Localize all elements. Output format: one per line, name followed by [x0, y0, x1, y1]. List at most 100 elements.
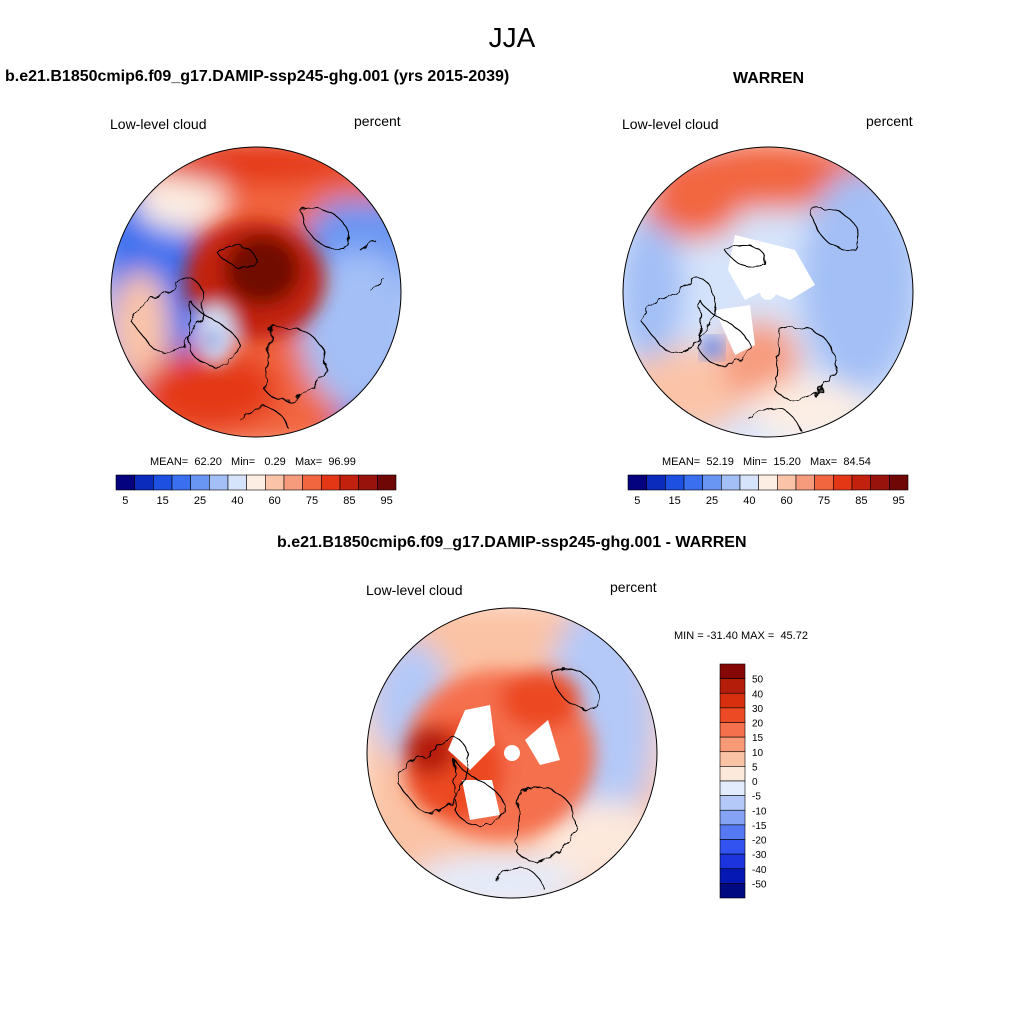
colorbar-tick-label: -40: [752, 865, 767, 876]
colorbar-swatch: [719, 824, 746, 840]
colorbar-swatch: [265, 474, 285, 491]
colorbar-tick-label: 50: [752, 675, 764, 686]
colorbar-tick-label: -30: [752, 850, 767, 861]
stats-model: MEAN= 62.20 Min= 0.29 Max= 96.99: [150, 456, 356, 468]
colorbar-tick-label: -50: [752, 879, 767, 890]
colorbar-swatch: [153, 474, 173, 491]
colorbar-tick-label: 75: [818, 495, 830, 507]
colorbar-swatch: [721, 474, 741, 491]
colorbar-swatch: [814, 474, 834, 491]
colorbar-swatch: [719, 809, 746, 826]
colorbar-swatch: [719, 736, 746, 753]
colorbar-swatch: [321, 474, 341, 491]
figure-title: JJA: [488, 22, 536, 53]
colorbar-tick-label: -15: [752, 821, 767, 832]
colorbar-tick-label: 60: [269, 495, 281, 507]
panel-title-model: b.e21.B1850cmip6.f09_g17.DAMIP-ssp245-gh…: [5, 68, 510, 85]
colorbar-tick-label: 20: [752, 719, 764, 730]
colorbar-tick-label: -20: [752, 836, 767, 847]
colorbar-swatch: [777, 474, 797, 491]
colorbar-swatch: [719, 853, 746, 870]
colorbar-tick-label: 85: [343, 495, 355, 507]
polar-map-difference: [367, 608, 657, 898]
colorbar-tick-label: 30: [752, 704, 764, 715]
map-border-3: [366, 607, 658, 899]
colorbar-tick-label: 25: [194, 495, 206, 507]
units-label-model: percent: [354, 113, 401, 129]
colorbar-swatch: [719, 678, 746, 694]
colorbar-tick-label: 0: [752, 777, 758, 788]
polar-map-warren: [623, 147, 913, 437]
colorbar-swatch: [190, 474, 210, 491]
colorbar-swatch: [719, 795, 746, 811]
colorbar-swatch: [851, 474, 871, 491]
map-border-2: [622, 146, 914, 438]
colorbar-swatch: [134, 474, 154, 491]
colorbar-tick-label: 40: [743, 495, 755, 507]
units-label-warren: percent: [866, 113, 913, 129]
colorbar-swatch: [665, 474, 685, 491]
colorbar-swatch: [719, 780, 746, 796]
panel-title-difference: b.e21.B1850cmip6.f09_g17.DAMIP-ssp245-gh…: [277, 534, 747, 551]
colorbar-swatch: [646, 474, 666, 491]
colorbar-tick-label: -5: [752, 792, 761, 803]
colorbar-tick-label: 40: [752, 689, 764, 700]
variable-label-difference: Low-level cloud: [366, 582, 463, 598]
colorbar-swatch: [739, 474, 759, 491]
variable-label-warren: Low-level cloud: [622, 116, 719, 132]
colorbar-swatch: [719, 839, 746, 855]
colorbar-swatch: [758, 474, 778, 491]
colorbar-swatch: [795, 474, 815, 491]
colorbar-tick-label: 95: [381, 495, 393, 507]
colorbar-warren: 5 15 25 40 60 75 85 95: [627, 474, 909, 507]
colorbar-swatch: [115, 474, 135, 491]
colorbar-swatch: [209, 474, 229, 491]
colorbar-tick-label: 5: [122, 495, 128, 507]
colorbar-swatch: [833, 474, 853, 491]
colorbar-tick-label: 10: [752, 748, 764, 759]
colorbar-tick-label: 25: [706, 495, 718, 507]
colorbar-swatch: [719, 663, 746, 679]
map-border-1: [110, 146, 402, 438]
colorbar-swatch: [302, 474, 322, 491]
colorbar-swatch: [627, 474, 647, 491]
colorbar-swatch: [719, 692, 746, 709]
colorbar-swatch: [227, 474, 247, 491]
panel-title-warren: WARREN: [733, 70, 805, 87]
colorbar-tick-label: 5: [752, 762, 758, 773]
colorbar-tick-label: 40: [231, 495, 243, 507]
polar-map-model: [111, 147, 401, 437]
colorbar-tick-label: 75: [306, 495, 318, 507]
colorbar-swatch: [377, 474, 397, 491]
colorbar-swatch: [171, 474, 191, 491]
stats-difference: MIN = -31.40 MAX = 45.72: [674, 630, 808, 642]
colorbar-swatch: [719, 868, 746, 884]
colorbar-tick-label: 15: [752, 733, 764, 744]
colorbar-swatch: [339, 474, 359, 491]
colorbar-tick-label: 15: [157, 495, 169, 507]
colorbar-tick-label: -10: [752, 806, 767, 817]
colorbar-swatch: [889, 474, 909, 491]
colorbar-model: 5 15 25 40 60 75 85 95: [115, 474, 397, 507]
colorbar-tick-label: 85: [855, 495, 867, 507]
colorbar-swatch: [719, 722, 746, 738]
colorbar-swatch: [870, 474, 890, 491]
variable-label-model: Low-level cloud: [110, 116, 207, 132]
colorbar-swatch: [719, 751, 746, 767]
colorbar-tick-label: 5: [634, 495, 640, 507]
colorbar-tick-label: 60: [781, 495, 793, 507]
colorbar-tick-label: 95: [893, 495, 905, 507]
units-label-difference: percent: [610, 579, 657, 595]
stats-warren: MEAN= 52.19 Min= 15.20 Max= 84.54: [662, 456, 871, 468]
colorbar-swatch: [702, 474, 722, 491]
colorbar-swatch: [719, 766, 746, 782]
colorbar-swatch: [283, 474, 303, 491]
colorbar-swatch: [358, 474, 378, 491]
colorbar-swatch: [683, 474, 703, 491]
colorbar-swatch: [719, 883, 746, 899]
colorbar-swatch: [719, 707, 746, 723]
colorbar-tick-label: 15: [669, 495, 681, 507]
colorbar-swatch: [246, 474, 266, 491]
